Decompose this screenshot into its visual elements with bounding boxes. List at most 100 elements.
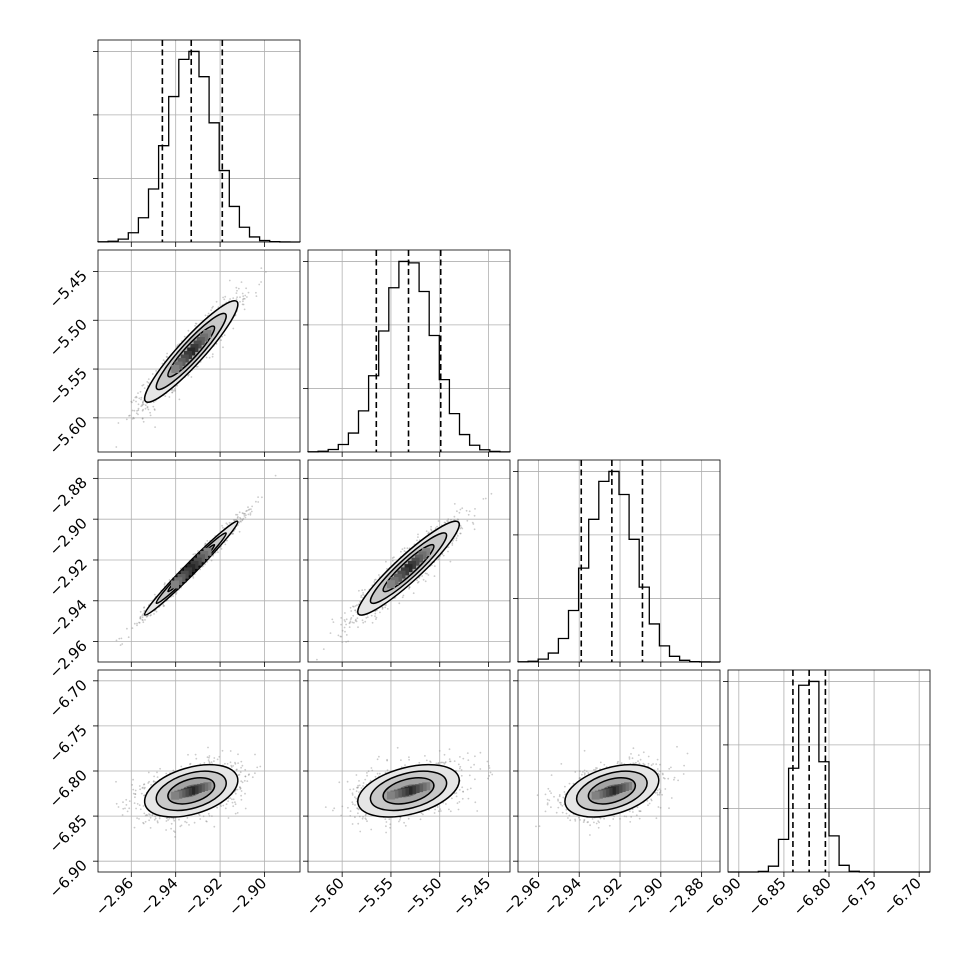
sample-point — [365, 617, 368, 619]
sample-point — [158, 817, 161, 820]
sample-point — [119, 644, 122, 646]
sample-point — [139, 610, 142, 613]
sample-point — [146, 406, 149, 409]
sample-point — [229, 750, 232, 752]
sample-point — [135, 400, 137, 403]
sample-point — [349, 620, 352, 623]
sample-point — [187, 329, 190, 332]
sample-point — [195, 757, 198, 760]
sample-point — [364, 620, 367, 623]
density-bin — [387, 580, 395, 589]
sample-point — [142, 383, 145, 386]
sample-point — [127, 636, 130, 639]
sample-point — [345, 618, 348, 621]
sample-point — [453, 503, 456, 505]
sample-point — [196, 365, 199, 368]
panel-1-0: −5.60−5.55−5.50−5.45 — [46, 249, 301, 458]
sample-point — [207, 746, 209, 749]
sample-point — [194, 553, 197, 555]
sample-point — [205, 356, 208, 359]
sample-point — [361, 589, 364, 592]
sample-point — [450, 519, 452, 521]
sample-point — [235, 298, 238, 301]
sample-point — [132, 399, 135, 402]
sample-point — [391, 559, 394, 562]
sample-point — [187, 374, 190, 377]
sample-point — [128, 807, 131, 810]
sample-point — [490, 492, 493, 495]
sample-point — [362, 592, 364, 594]
sample-point — [173, 819, 176, 822]
sample-point — [125, 418, 128, 421]
sample-point — [152, 405, 155, 408]
sample-point — [467, 513, 470, 516]
sample-point — [235, 292, 238, 294]
sample-point — [228, 279, 231, 282]
sample-point — [385, 560, 387, 563]
sample-point — [143, 387, 146, 389]
sample-point — [208, 756, 210, 759]
sample-point — [229, 298, 232, 300]
sample-point — [329, 632, 332, 634]
sample-point — [378, 574, 380, 576]
sample-point — [154, 426, 157, 428]
sample-point — [255, 291, 257, 294]
sample-point — [430, 529, 433, 532]
sample-point — [211, 307, 214, 309]
sample-point — [408, 586, 411, 589]
sample-point — [166, 352, 169, 355]
sample-point — [141, 404, 144, 407]
sample-point — [217, 551, 219, 554]
sample-point — [141, 384, 144, 387]
y-tick-label: −2.96 — [46, 637, 91, 682]
sample-point — [373, 581, 376, 583]
sample-point — [171, 388, 174, 391]
sample-point — [240, 760, 243, 763]
sample-point — [222, 526, 224, 529]
sample-point — [128, 800, 131, 802]
sample-point — [131, 627, 134, 629]
sample-point — [224, 543, 227, 546]
sample-point — [242, 298, 244, 301]
sample-point — [240, 281, 243, 283]
sample-point — [474, 508, 476, 510]
sample-point — [226, 523, 229, 526]
sample-point — [223, 334, 226, 336]
sample-point — [208, 755, 211, 757]
sample-point — [381, 607, 384, 609]
sample-point — [236, 296, 239, 299]
sample-point — [232, 532, 235, 535]
sample-point — [170, 827, 173, 830]
sample-point — [238, 511, 241, 514]
sample-point — [137, 409, 140, 412]
sample-point — [146, 405, 149, 408]
panel-1-1 — [303, 249, 511, 457]
sample-point — [344, 630, 346, 633]
sample-point — [437, 558, 440, 561]
sample-point — [244, 516, 247, 519]
sample-point — [121, 814, 124, 816]
sample-point — [237, 287, 240, 290]
sample-point — [484, 497, 487, 500]
sample-point — [137, 407, 140, 410]
sample-point — [352, 614, 355, 617]
sample-point — [356, 617, 359, 620]
sample-point — [243, 779, 246, 782]
sample-point — [223, 298, 226, 301]
sample-point — [208, 762, 211, 764]
sample-point — [427, 574, 430, 576]
sample-point — [416, 579, 418, 582]
sample-point — [245, 287, 248, 290]
sample-point — [425, 530, 428, 533]
sample-point — [364, 588, 366, 591]
sample-point — [261, 496, 263, 499]
sample-point — [140, 405, 143, 408]
sample-point — [208, 356, 211, 359]
sample-point — [344, 612, 346, 614]
sample-point — [354, 609, 356, 612]
y-tick-label: −5.50 — [46, 315, 91, 360]
sample-point — [362, 621, 365, 624]
sample-point — [255, 500, 257, 503]
sample-point — [138, 818, 140, 820]
